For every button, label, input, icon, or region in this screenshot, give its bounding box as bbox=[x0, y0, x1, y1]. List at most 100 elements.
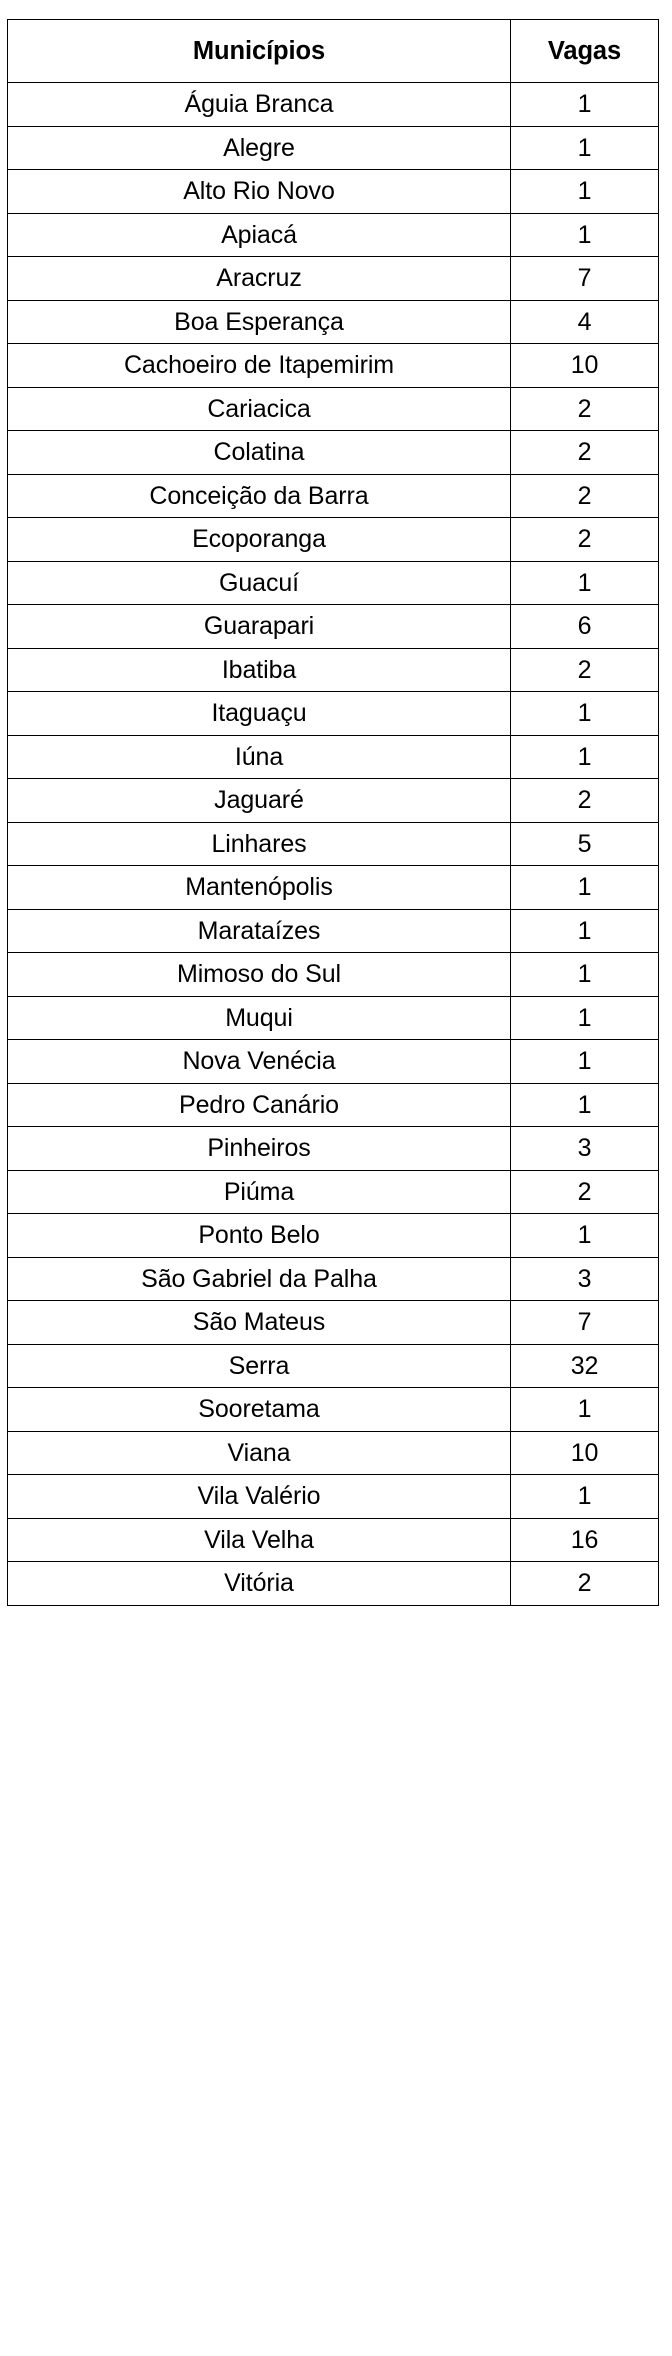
table-row: Pinheiros 3 bbox=[7, 1126, 659, 1171]
cell-municipio: Piúma bbox=[7, 1169, 511, 1214]
cell-vagas: 1 bbox=[510, 212, 659, 257]
cell-municipio: Ecoporanga bbox=[7, 517, 511, 562]
cell-vagas: 1 bbox=[510, 908, 659, 953]
cell-vagas: 1 bbox=[510, 995, 659, 1040]
cell-vagas: 1 bbox=[510, 82, 659, 127]
table-row: Vila Velha 16 bbox=[7, 1517, 659, 1562]
cell-vagas: 4 bbox=[510, 299, 659, 344]
table-row: Muqui 1 bbox=[7, 995, 659, 1040]
table-body: Águia Branca 1 Alegre 1 Alto Rio Novo 1 Apiacá… bbox=[7, 82, 659, 1606]
cell-municipio: Colatina bbox=[7, 430, 511, 475]
table-row: Nova Venécia 1 bbox=[7, 1039, 659, 1084]
cell-vagas: 1 bbox=[510, 169, 659, 214]
cell-municipio: Linhares bbox=[7, 821, 511, 866]
cell-municipio: Ibatiba bbox=[7, 647, 511, 692]
table-row: Sooretama 1 bbox=[7, 1387, 659, 1432]
column-header-municipios: Municípios bbox=[7, 19, 511, 83]
cell-municipio: Pinheiros bbox=[7, 1126, 511, 1171]
table-row: Piúma 2 bbox=[7, 1169, 659, 1214]
cell-vagas: 3 bbox=[510, 1126, 659, 1171]
table-row: Linhares 5 bbox=[7, 821, 659, 866]
cell-vagas: 10 bbox=[510, 1430, 659, 1475]
cell-municipio: Boa Esperança bbox=[7, 299, 511, 344]
cell-vagas: 2 bbox=[510, 430, 659, 475]
cell-municipio: Ponto Belo bbox=[7, 1213, 511, 1258]
table-header: Municípios Vagas bbox=[7, 19, 659, 83]
cell-municipio: Vitória bbox=[7, 1561, 511, 1606]
cell-vagas: 3 bbox=[510, 1256, 659, 1301]
cell-municipio: Cachoeiro de Itapemirim bbox=[7, 343, 511, 388]
cell-municipio: Alegre bbox=[7, 125, 511, 170]
vacancies-table: Municípios Vagas Águia Branca 1 Alegre 1 Alt… bbox=[7, 19, 659, 1606]
cell-vagas: 5 bbox=[510, 821, 659, 866]
table-row: Aracruz 7 bbox=[7, 256, 659, 301]
table-row: Alto Rio Novo 1 bbox=[7, 169, 659, 214]
cell-vagas: 32 bbox=[510, 1343, 659, 1388]
cell-municipio: Alto Rio Novo bbox=[7, 169, 511, 214]
table-row: Vila Valério 1 bbox=[7, 1474, 659, 1519]
cell-vagas: 10 bbox=[510, 343, 659, 388]
cell-municipio: Nova Venécia bbox=[7, 1039, 511, 1084]
cell-vagas: 1 bbox=[510, 734, 659, 779]
cell-vagas: 2 bbox=[510, 473, 659, 518]
cell-municipio: São Gabriel da Palha bbox=[7, 1256, 511, 1301]
table-row: Guarapari 6 bbox=[7, 604, 659, 649]
table-row: Ecoporanga 2 bbox=[7, 517, 659, 562]
cell-municipio: Mimoso do Sul bbox=[7, 952, 511, 997]
cell-vagas: 1 bbox=[510, 691, 659, 736]
cell-municipio: Sooretama bbox=[7, 1387, 511, 1432]
cell-municipio: Aracruz bbox=[7, 256, 511, 301]
cell-vagas: 1 bbox=[510, 560, 659, 605]
cell-municipio: Itaguaçu bbox=[7, 691, 511, 736]
cell-vagas: 7 bbox=[510, 256, 659, 301]
cell-municipio: Guacuí bbox=[7, 560, 511, 605]
cell-vagas: 7 bbox=[510, 1300, 659, 1345]
table-row: Marataízes 1 bbox=[7, 908, 659, 953]
column-header-vagas: Vagas bbox=[510, 19, 659, 83]
cell-vagas: 1 bbox=[510, 865, 659, 910]
table-row: Mantenópolis 1 bbox=[7, 865, 659, 910]
cell-vagas: 1 bbox=[510, 1387, 659, 1432]
cell-municipio: Vila Valério bbox=[7, 1474, 511, 1519]
table-row: Vitória 2 bbox=[7, 1561, 659, 1606]
cell-municipio: Viana bbox=[7, 1430, 511, 1475]
table-row: Serra 32 bbox=[7, 1343, 659, 1388]
table-row: Cachoeiro de Itapemirim 10 bbox=[7, 343, 659, 388]
table-row: São Mateus 7 bbox=[7, 1300, 659, 1345]
table-row: Itaguaçu 1 bbox=[7, 691, 659, 736]
table-row: São Gabriel da Palha 3 bbox=[7, 1256, 659, 1301]
table-row: Conceição da Barra 2 bbox=[7, 473, 659, 518]
cell-municipio: Águia Branca bbox=[7, 82, 511, 127]
cell-municipio: Marataízes bbox=[7, 908, 511, 953]
table-row: Boa Esperança 4 bbox=[7, 299, 659, 344]
table-row: Jaguaré 2 bbox=[7, 778, 659, 823]
cell-municipio: Jaguaré bbox=[7, 778, 511, 823]
cell-vagas: 2 bbox=[510, 517, 659, 562]
cell-vagas: 6 bbox=[510, 604, 659, 649]
cell-municipio: Guarapari bbox=[7, 604, 511, 649]
cell-vagas: 1 bbox=[510, 952, 659, 997]
cell-vagas: 1 bbox=[510, 1213, 659, 1258]
cell-vagas: 2 bbox=[510, 647, 659, 692]
cell-vagas: 1 bbox=[510, 1474, 659, 1519]
cell-municipio: Cariacica bbox=[7, 386, 511, 431]
cell-vagas: 1 bbox=[510, 125, 659, 170]
cell-municipio: Serra bbox=[7, 1343, 511, 1388]
table-row: Guacuí 1 bbox=[7, 560, 659, 605]
cell-municipio: Pedro Canário bbox=[7, 1082, 511, 1127]
table-row: Águia Branca 1 bbox=[7, 82, 659, 127]
table-row: Alegre 1 bbox=[7, 125, 659, 170]
cell-vagas: 2 bbox=[510, 1561, 659, 1606]
cell-vagas: 1 bbox=[510, 1082, 659, 1127]
table-row: Ponto Belo 1 bbox=[7, 1213, 659, 1258]
cell-vagas: 2 bbox=[510, 386, 659, 431]
cell-municipio: Mantenópolis bbox=[7, 865, 511, 910]
table-row: Pedro Canário 1 bbox=[7, 1082, 659, 1127]
cell-vagas: 16 bbox=[510, 1517, 659, 1562]
table-row: Viana 10 bbox=[7, 1430, 659, 1475]
cell-municipio: São Mateus bbox=[7, 1300, 511, 1345]
cell-municipio: Apiacá bbox=[7, 212, 511, 257]
table-row: Colatina 2 bbox=[7, 430, 659, 475]
cell-municipio: Muqui bbox=[7, 995, 511, 1040]
